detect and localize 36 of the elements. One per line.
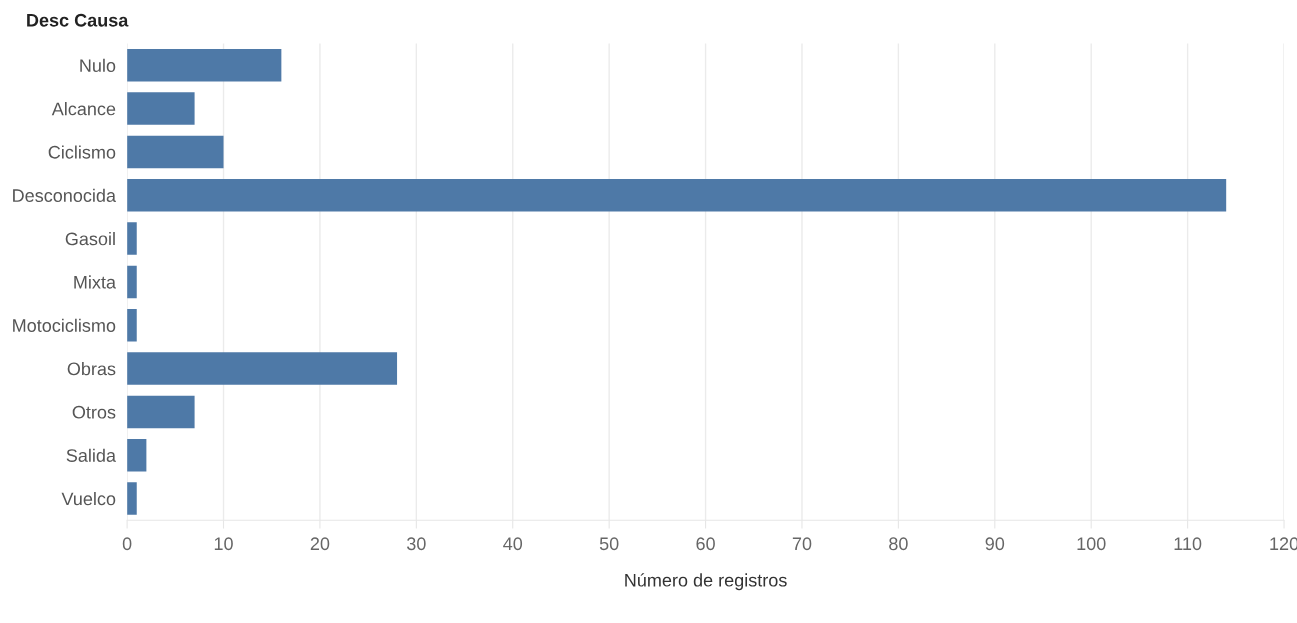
bar: [127, 352, 398, 385]
bar: [127, 265, 137, 299]
bar: [127, 308, 137, 342]
x-tick-label: 40: [503, 537, 523, 551]
x-tick-label: 100: [1077, 537, 1106, 551]
y-tick-label: Obras: [67, 362, 116, 376]
x-tick-label: 20: [310, 537, 330, 551]
bar: [127, 92, 195, 125]
x-tick-label: 0: [122, 537, 132, 551]
y-tick-label: Nulo: [80, 58, 116, 72]
y-tick-label: Salida: [66, 448, 116, 462]
y-tick-label: Ciclismo: [48, 145, 116, 159]
bar: [127, 135, 224, 169]
x-tick-label: 50: [599, 537, 619, 551]
x-tick-label: 60: [696, 537, 715, 551]
y-tick-label: Otros: [72, 405, 116, 419]
bar: [127, 438, 147, 472]
x-tick-label: 90: [985, 537, 1005, 551]
bar: [127, 222, 137, 255]
bar: [127, 179, 1227, 212]
y-tick-label: Mixta: [74, 275, 116, 289]
x-tick-label: 110: [1174, 537, 1202, 551]
bar: [127, 49, 282, 82]
y-tick-label: Desconocida: [13, 188, 116, 202]
y-axis-title: Desc Causa: [27, 13, 129, 27]
x-tick-label: 80: [889, 537, 908, 551]
y-tick-label: Gasoil: [65, 232, 115, 246]
y-tick-label: Alcance: [51, 102, 116, 116]
x-tick-label: 30: [406, 537, 426, 551]
bar: [127, 395, 195, 429]
y-tick-label: Vuelco: [61, 492, 116, 506]
y-tick-label: Motociclismo: [13, 318, 116, 332]
x-tick-label: 10: [214, 537, 233, 551]
x-axis-title: Número de registros: [625, 573, 787, 591]
bar: [127, 482, 137, 515]
x-tick-label: 70: [792, 537, 812, 551]
